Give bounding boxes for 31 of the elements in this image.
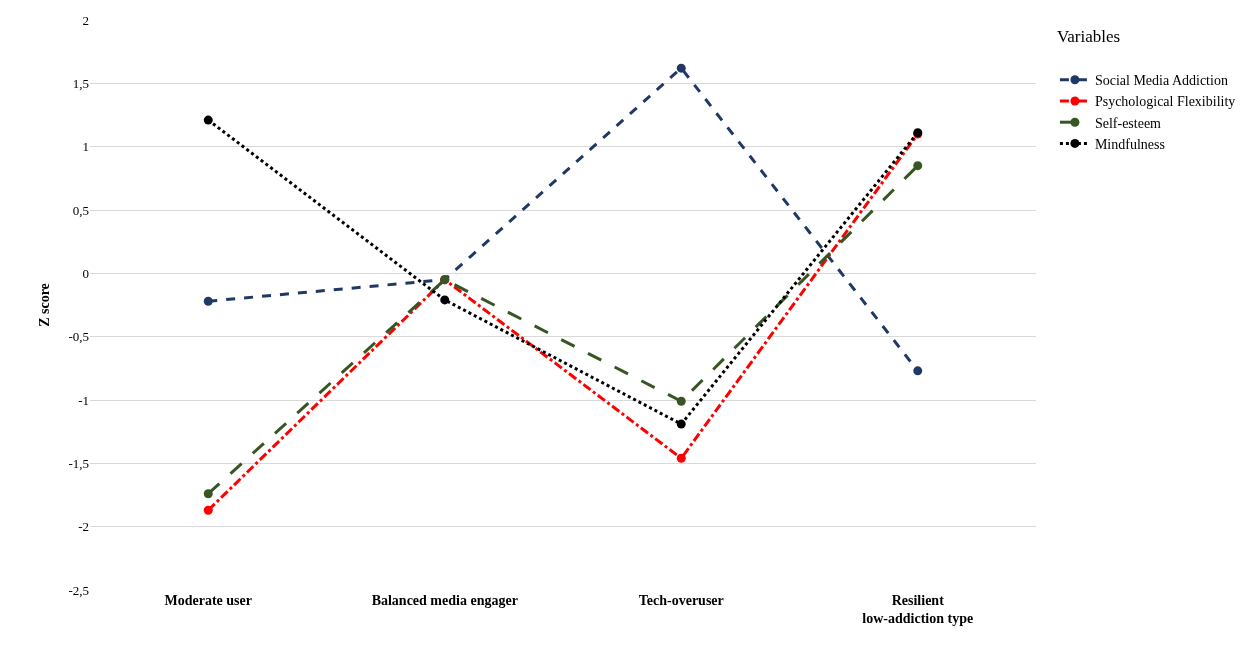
y-tick-label: -0,5 <box>68 329 89 345</box>
legend-title: Variables <box>1056 27 1121 47</box>
legend-label: Self-esteem <box>1094 115 1162 131</box>
point <box>203 505 213 515</box>
y-axis-title: Z score <box>37 283 53 327</box>
y-tick-label: 0 <box>82 265 89 281</box>
x-tick-label: Moderate user <box>164 593 252 608</box>
point <box>203 489 213 499</box>
y-tick-label: -1 <box>78 392 89 408</box>
x-tick-label: Balanced media engager <box>371 593 518 608</box>
point <box>676 419 686 429</box>
point <box>203 115 213 125</box>
point <box>676 396 686 406</box>
point <box>676 63 686 73</box>
y-tick-label: -2 <box>78 519 89 535</box>
point <box>913 161 923 171</box>
legend-label: Social Media Addiction <box>1094 73 1228 89</box>
x-tick-label: Tech-overuser <box>638 593 724 608</box>
y-tick-label: -2,5 <box>68 582 89 598</box>
point <box>203 296 213 306</box>
point <box>676 453 686 463</box>
y-tick-label: -1,5 <box>68 455 89 471</box>
point <box>440 295 450 305</box>
point <box>913 366 923 376</box>
legend-label: Psychological Flexibility <box>1094 94 1236 110</box>
legend-label: Mindfulness <box>1094 136 1165 152</box>
y-tick-label: 1 <box>82 139 89 155</box>
x-tick-label: Resilient low-addiction type <box>862 593 974 627</box>
y-tick-label: 0,5 <box>72 202 89 218</box>
y-tick-label: 2 <box>82 12 89 28</box>
y-tick-label: 1,5 <box>72 75 89 91</box>
